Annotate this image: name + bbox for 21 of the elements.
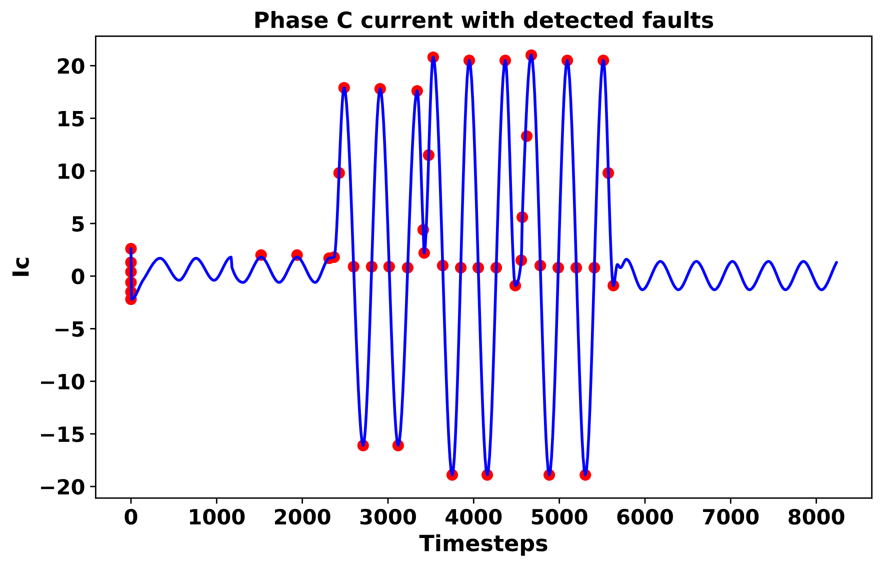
x-axis-title: Timesteps [419,534,548,556]
chart-title: Phase C current with detected faults [255,11,714,28]
x-tick-label: 0 [124,508,138,525]
x-tick-label: 1000 [190,508,245,525]
y-tick-label: 10 [58,163,84,180]
x-tick-label: 5000 [532,508,588,525]
y-tick-label: −15 [41,426,84,442]
y-axis-title: Ic [12,258,29,276]
x-tick-label: 7000 [703,508,759,525]
y-tick-label: −20 [41,478,84,495]
x-tick-label: 4000 [446,508,502,525]
y-tick-label: 15 [58,111,84,126]
x-tick-label: 8000 [788,508,844,525]
y-tick-label: −5 [56,321,84,337]
x-tick-label: 2000 [274,508,330,525]
x-tick-label: 3000 [360,508,416,525]
y-tick-label: −10 [41,374,84,390]
y-tick-label: 20 [58,58,84,74]
y-tick-label: 0 [72,268,84,284]
x-tick-label: 6000 [617,508,673,525]
y-tick-label: 5 [72,216,84,232]
